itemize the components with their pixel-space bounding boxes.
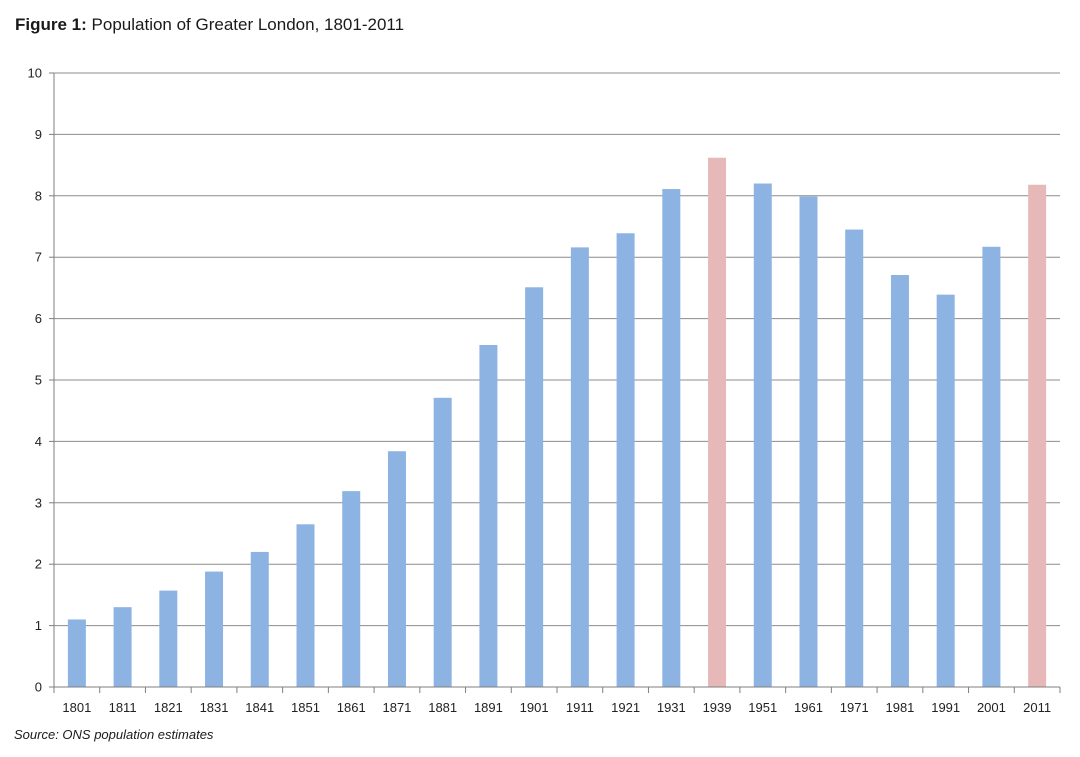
figure-label: Figure 1:	[15, 15, 87, 34]
y-tick-label: 5	[35, 373, 42, 388]
y-tick-label: 0	[35, 680, 42, 695]
x-tick-label: 1921	[611, 700, 640, 715]
bar-1841	[250, 551, 269, 687]
y-tick-label: 8	[35, 188, 42, 203]
bar-1901	[525, 287, 544, 687]
x-tick-label: 1981	[885, 700, 914, 715]
bar-1891	[479, 345, 498, 687]
x-tick-label: 1911	[566, 700, 594, 715]
bar-1951	[753, 183, 772, 687]
x-tick-label: 1891	[474, 700, 503, 715]
x-tick-label: 1841	[245, 700, 274, 715]
x-tick-label: 1861	[337, 700, 366, 715]
bar-1851	[296, 524, 315, 687]
y-tick-label: 9	[35, 127, 42, 142]
x-tick-label: 1801	[62, 700, 91, 715]
bar-1871	[387, 451, 406, 687]
y-tick-label: 1	[35, 618, 42, 633]
bar-1961	[799, 196, 818, 687]
gridlines	[54, 72, 1060, 627]
tick-labels: 0 1 2 3 4 5 6 7 8 9 10 1801 1811 1821 1831 1841 1851 1861…	[28, 66, 1052, 716]
bars	[67, 157, 1047, 688]
bar-1931	[662, 189, 681, 687]
figure-title: Figure 1: Population of Greater London, …	[15, 15, 404, 35]
x-tick-label: 1991	[931, 700, 960, 715]
x-tick-label: 1971	[840, 700, 869, 715]
x-tick-label: 1811	[109, 700, 137, 715]
y-tick-label: 7	[35, 250, 42, 265]
x-tick-label: 2011	[1023, 700, 1051, 715]
bar-chart: 0 1 2 3 4 5 6 7 8 9 10 1801 1811 1821 1831 1841 1851 1861…	[28, 66, 1061, 716]
x-tick-label: 1931	[657, 700, 686, 715]
bar-2001	[982, 246, 1001, 687]
x-tick-label: 2001	[977, 700, 1006, 715]
x-tick-label: 1851	[291, 700, 320, 715]
x-tick-label: 1871	[382, 700, 411, 715]
source-note: Source: ONS population estimates	[14, 727, 214, 742]
bar-1921	[616, 233, 635, 687]
y-tick-label: 4	[35, 434, 42, 449]
x-tick-label: 1821	[154, 700, 183, 715]
bar-1801	[67, 619, 86, 687]
x-tick-label: 1901	[520, 700, 549, 715]
bar-1971	[845, 229, 864, 687]
bar-1831	[205, 571, 224, 687]
y-tick-label: 10	[28, 66, 42, 81]
bar-1991	[936, 294, 955, 687]
bar-1981	[890, 275, 909, 687]
bar-1881	[433, 397, 452, 687]
x-tick-label: 1951	[748, 700, 777, 715]
y-tick-label: 3	[35, 495, 42, 510]
x-tick-label: 1939	[703, 700, 732, 715]
x-tick-label: 1881	[428, 700, 457, 715]
x-tick-label: 1831	[200, 700, 229, 715]
bar-1911	[570, 247, 589, 687]
figure-title-text: Population of Greater London, 1801-2011	[91, 15, 405, 34]
axes	[49, 72, 1061, 693]
bar-1861	[342, 491, 361, 687]
x-tick-label: 1961	[794, 700, 823, 715]
bar-2011	[1028, 184, 1047, 688]
bar-1821	[159, 590, 178, 687]
y-tick-label: 2	[35, 557, 42, 572]
y-tick-label: 6	[35, 311, 42, 326]
bar-1811	[113, 607, 132, 687]
bar-1939	[708, 157, 727, 687]
